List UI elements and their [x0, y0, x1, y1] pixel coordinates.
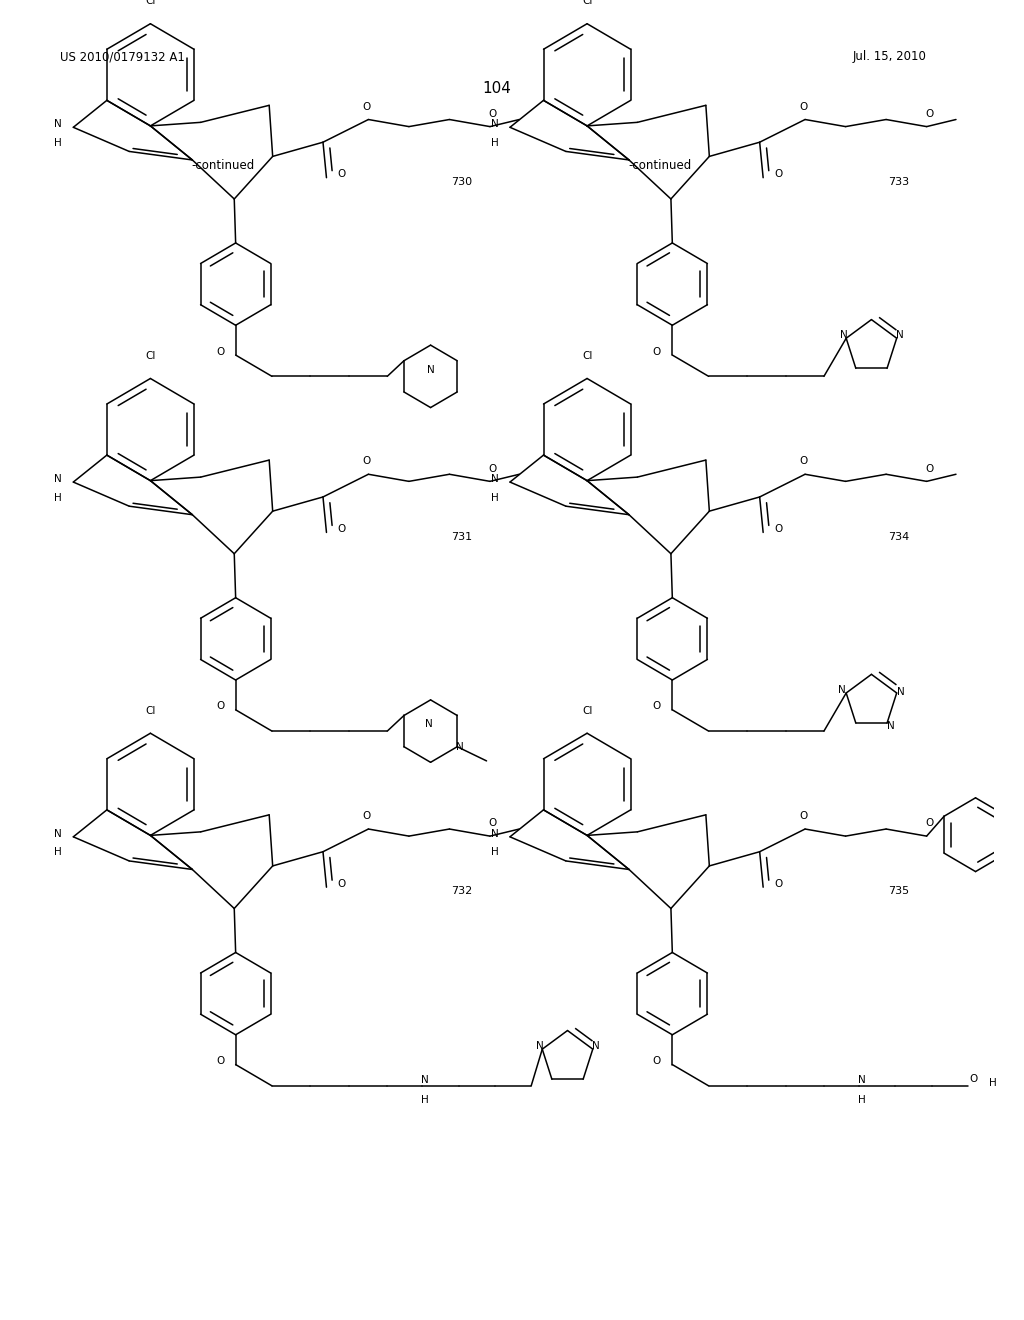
- Text: O: O: [362, 102, 371, 112]
- Text: Cl: Cl: [145, 351, 156, 360]
- Text: 730: 730: [452, 177, 472, 187]
- Text: 733: 733: [888, 177, 909, 187]
- Text: N: N: [54, 120, 61, 129]
- Text: O: O: [216, 701, 224, 711]
- Text: O: O: [926, 463, 934, 474]
- Text: N: N: [858, 1076, 865, 1085]
- Text: H: H: [490, 847, 499, 858]
- Text: N: N: [838, 685, 846, 696]
- Text: H: H: [54, 137, 61, 148]
- Text: 104: 104: [482, 81, 511, 96]
- Text: H: H: [490, 137, 499, 148]
- Text: H: H: [54, 847, 61, 858]
- Text: O: O: [338, 169, 346, 180]
- Text: N: N: [840, 330, 847, 341]
- Text: H: H: [54, 492, 61, 503]
- Text: O: O: [774, 169, 782, 180]
- Text: O: O: [488, 108, 497, 119]
- Text: 732: 732: [452, 886, 472, 896]
- Text: N: N: [490, 120, 499, 129]
- Text: N: N: [490, 474, 499, 484]
- Text: N: N: [897, 686, 905, 697]
- Text: O: O: [774, 879, 782, 888]
- Text: 734: 734: [888, 532, 909, 541]
- Text: O: O: [216, 347, 224, 356]
- Text: O: O: [488, 463, 497, 474]
- Text: O: O: [488, 818, 497, 829]
- Text: N: N: [490, 829, 499, 840]
- Text: N: N: [536, 1041, 544, 1051]
- Text: O: O: [653, 701, 662, 711]
- Text: O: O: [926, 108, 934, 119]
- Text: Cl: Cl: [582, 705, 592, 715]
- Text: N: N: [593, 1041, 600, 1051]
- Text: H: H: [989, 1078, 997, 1088]
- Text: N: N: [421, 1076, 429, 1085]
- Text: O: O: [970, 1073, 978, 1084]
- Text: 731: 731: [452, 532, 472, 541]
- Text: O: O: [362, 457, 371, 466]
- Text: N: N: [888, 721, 895, 731]
- Text: 735: 735: [888, 886, 909, 896]
- Text: O: O: [926, 818, 934, 829]
- Text: N: N: [54, 829, 61, 840]
- Text: -continued: -continued: [629, 158, 691, 172]
- Text: Cl: Cl: [145, 705, 156, 715]
- Text: -continued: -continued: [191, 158, 255, 172]
- Text: Cl: Cl: [582, 0, 592, 7]
- Text: N: N: [896, 330, 904, 341]
- Text: O: O: [338, 879, 346, 888]
- Text: N: N: [54, 474, 61, 484]
- Text: Cl: Cl: [582, 351, 592, 360]
- Text: N: N: [456, 742, 464, 751]
- Text: Jul. 15, 2010: Jul. 15, 2010: [853, 50, 927, 63]
- Text: O: O: [216, 1056, 224, 1067]
- Text: N: N: [425, 719, 433, 729]
- Text: O: O: [800, 102, 808, 112]
- Text: O: O: [362, 812, 371, 821]
- Text: H: H: [858, 1096, 865, 1105]
- Text: O: O: [800, 457, 808, 466]
- Text: H: H: [490, 492, 499, 503]
- Text: O: O: [338, 524, 346, 533]
- Text: N: N: [427, 364, 434, 375]
- Text: Cl: Cl: [145, 0, 156, 7]
- Text: H: H: [421, 1096, 429, 1105]
- Text: O: O: [800, 812, 808, 821]
- Text: O: O: [653, 347, 662, 356]
- Text: O: O: [774, 524, 782, 533]
- Text: O: O: [653, 1056, 662, 1067]
- Text: US 2010/0179132 A1: US 2010/0179132 A1: [60, 50, 185, 63]
